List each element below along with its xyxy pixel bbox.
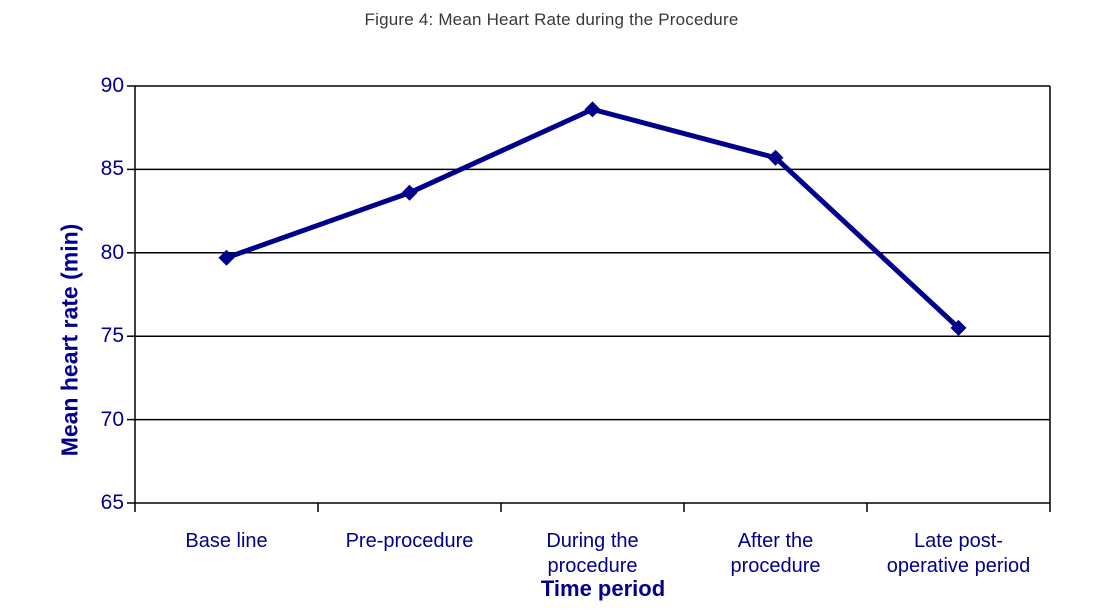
chart-title: Figure 4: Mean Heart Rate during the Pro…	[364, 10, 739, 29]
y-tick-label: 90	[100, 74, 124, 97]
x-axis-title: Time period	[540, 576, 666, 601]
x-category-label: Pre-procedure	[345, 530, 474, 552]
diamond-data-point-marker	[584, 101, 601, 118]
y-tick-label: 80	[100, 240, 124, 264]
diamond-data-point-marker	[218, 249, 235, 266]
y-tick-label: 70	[100, 407, 124, 431]
x-category-label: Late post- operative period	[886, 530, 1031, 577]
x-category-label: Base line	[185, 530, 268, 552]
y-tick-label: 85	[100, 157, 124, 181]
diamond-data-point-marker	[401, 184, 418, 201]
series-line-mean-heart-rate	[225, 106, 961, 330]
diamond-data-point-marker	[950, 319, 967, 336]
x-category-label: During the procedure	[546, 530, 639, 577]
x-category-label: After the procedure	[730, 530, 821, 577]
y-tick-label: 65	[100, 491, 124, 514]
diamond-data-point-marker	[767, 149, 784, 166]
y-tick-label: 75	[100, 324, 124, 348]
